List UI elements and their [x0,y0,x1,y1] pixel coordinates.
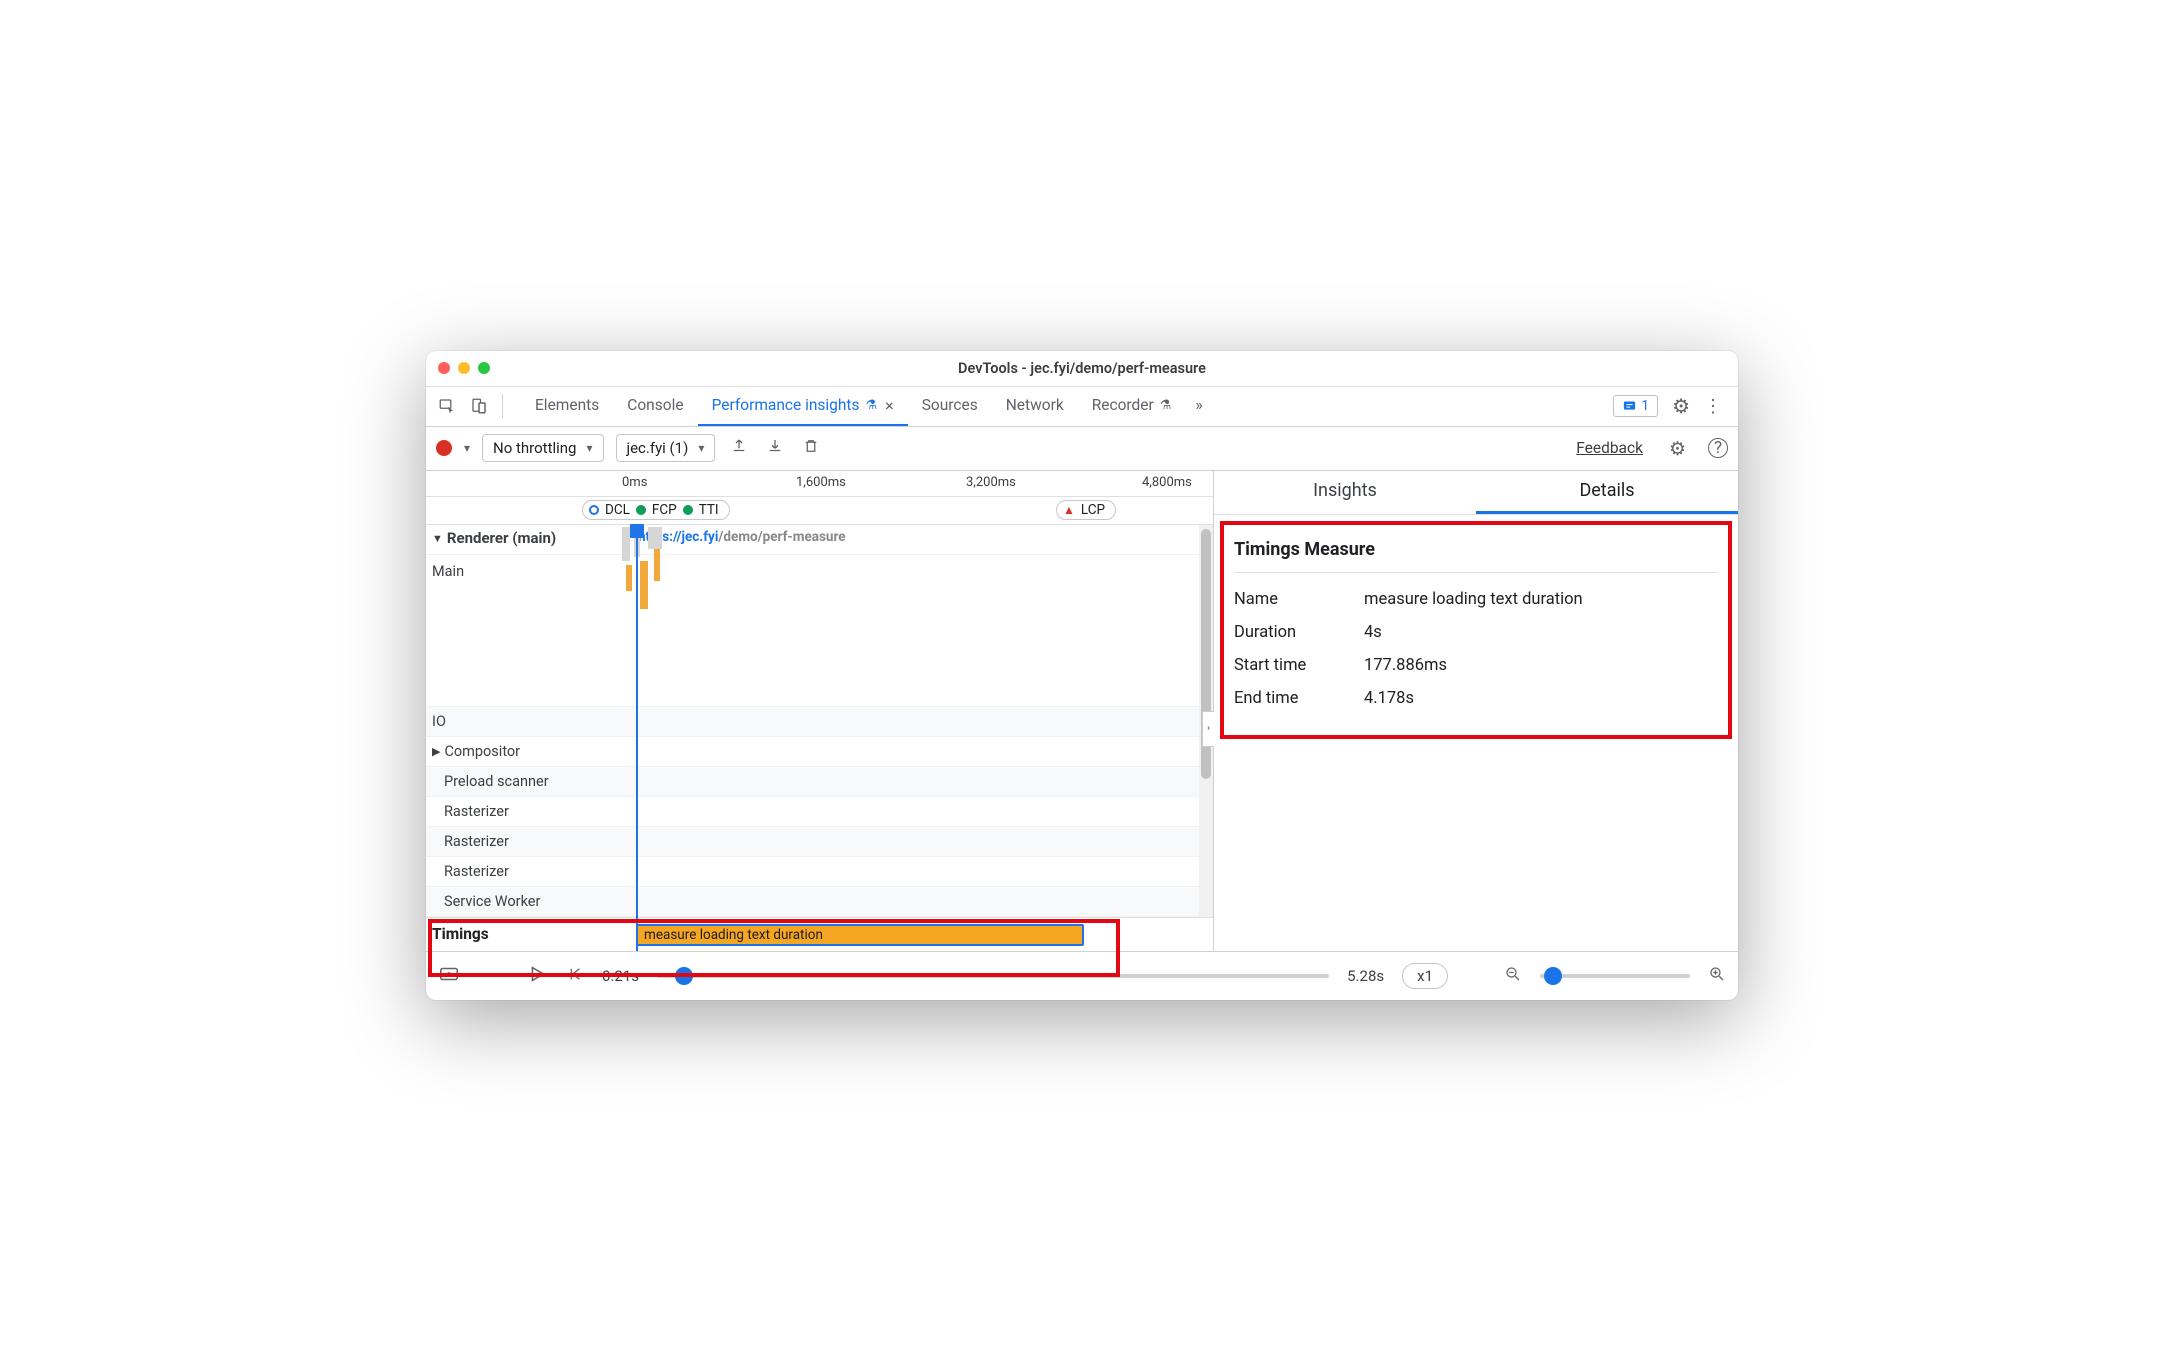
slider-knob[interactable] [675,967,693,985]
fcp-marker-icon [636,505,646,515]
web-vitals-markers: DCL FCP TTI ▲ LCP [426,497,1213,525]
track-rasterizer-2[interactable]: Rasterizer [426,827,1213,857]
detail-row-end-time: End time4.178s [1234,682,1718,715]
chevron-down-icon: ▾ [698,441,704,455]
side-panel-tabs: Insights Details [1214,471,1738,515]
playback-slider[interactable] [657,974,1329,978]
play-button[interactable] [526,963,548,989]
screenshot-toggle-icon[interactable] [438,963,460,989]
track-timings[interactable]: Timings measure loading text duration [426,917,1213,951]
sidetab-insights[interactable]: Insights [1214,471,1476,514]
marker-lcp[interactable]: ▲ LCP [1056,500,1116,520]
track-rasterizer-3[interactable]: Rasterizer [426,857,1213,887]
track-renderer-header[interactable]: ▼ Renderer (main) https://jec.fyi/demo/p… [426,523,1213,555]
detail-row-start-time: Start time177.886ms [1234,649,1718,682]
track-preload-scanner[interactable]: Preload scanner [426,767,1213,797]
zoom-in-icon[interactable] [1708,965,1726,987]
tab-network[interactable]: Network [992,387,1078,426]
track-io[interactable]: IO [426,707,1213,737]
ruler-tick: 1,600ms [796,475,846,490]
profile-select[interactable]: jec.fyi (1) ▾ [616,434,716,462]
window-title: DevTools - jec.fyi/demo/perf-measure [426,360,1738,377]
tabstrip-right-controls: 1 ⚙ ⋮ [1613,394,1732,418]
tab-recorder[interactable]: Recorder ⚗ [1078,387,1186,426]
record-button[interactable] [436,440,452,456]
help-icon[interactable]: ? [1708,438,1728,458]
settings-icon[interactable]: ⚙ [1672,394,1690,418]
tab-console[interactable]: Console [613,387,697,426]
close-tab-icon[interactable]: × [885,396,894,415]
experiment-icon: ⚗ [866,398,878,413]
renderer-url: https://jec.fyi/demo/perf-measure [638,529,846,545]
playback-end-time: 5.28s [1347,967,1384,985]
track-rasterizer-1[interactable]: Rasterizer [426,797,1213,827]
details-title: Timings Measure [1234,529,1718,573]
track-compositor[interactable]: ▶ Compositor [426,737,1213,767]
tab-elements[interactable]: Elements [521,387,613,426]
go-to-start-button[interactable] [566,965,584,987]
ruler-tick: 4,800ms [1142,475,1192,490]
close-window-button[interactable] [438,362,450,374]
panel-tabs: Elements Console Performance insights ⚗ … [521,387,1213,426]
timings-label: Timings [426,925,622,943]
playback-bar: 0.21s 5.28s x1 [426,952,1738,1000]
zoom-knob[interactable] [1544,967,1562,985]
time-ruler[interactable]: 0ms 1,600ms 3,200ms 4,800ms [426,471,1213,497]
more-icon[interactable]: ⋮ [1704,396,1722,417]
zoom-slider[interactable] [1540,974,1690,978]
lcp-warning-icon: ▲ [1063,503,1075,517]
tti-marker-icon [683,505,693,515]
details-content-highlighted: Timings Measure Namemeasure loading text… [1220,521,1732,739]
throttle-select[interactable]: No throttling ▾ [482,434,603,462]
marker-group-early[interactable]: DCL FCP TTI [582,500,730,520]
playback-speed[interactable]: x1 [1402,963,1448,989]
track-service-worker[interactable]: Service Worker [426,887,1213,917]
timings-measure-bar[interactable]: measure loading text duration [636,924,1084,946]
experiment-icon: ⚗ [1160,398,1172,413]
divider [502,394,503,418]
dcl-marker-icon [589,505,599,515]
more-tabs-button[interactable]: » [1185,387,1212,426]
tab-performance-insights[interactable]: Performance insights ⚗ × [698,387,908,426]
ruler-tick: 0ms [622,475,647,490]
chevron-down-icon: ▼ [432,532,443,545]
chevron-right-double-icon: » [1195,396,1202,414]
traffic-lights [438,362,490,374]
playhead[interactable] [636,525,638,951]
perf-toolbar: ▾ No throttling ▾ jec.fyi (1) ▾ Feedback… [426,427,1738,471]
tracks-container: ▼ Renderer (main) https://jec.fyi/demo/p… [426,525,1213,951]
devtools-tabstrip: Elements Console Performance insights ⚗ … [426,387,1738,427]
detail-row-duration: Duration4s [1234,616,1718,649]
track-main[interactable]: Main [426,557,1213,707]
timeline-panel: 0ms 1,600ms 3,200ms 4,800ms DCL FCP TTI … [426,471,1214,951]
inspect-element-icon[interactable] [432,391,462,421]
playback-start-time: 0.21s [602,967,639,985]
chevron-right-icon: ▶ [432,745,440,758]
detail-row-name: Namemeasure loading text duration [1234,583,1718,616]
sidetab-details[interactable]: Details [1476,471,1738,514]
devtools-window: DevTools - jec.fyi/demo/perf-measure Ele… [426,351,1738,1000]
minimize-window-button[interactable] [458,362,470,374]
tab-sources[interactable]: Sources [908,387,992,426]
maximize-window-button[interactable] [478,362,490,374]
device-toolbar-icon[interactable] [464,391,494,421]
settings-gear-icon[interactable]: ⚙ [1669,437,1686,460]
zoom-out-icon[interactable] [1504,965,1522,987]
record-options-chevron[interactable]: ▾ [464,441,470,455]
delete-icon[interactable] [799,437,823,459]
side-panel: Insights Details Timings Measure Namemea… [1214,471,1738,951]
chevron-down-icon: ▾ [586,441,592,455]
ruler-tick: 3,200ms [966,475,1016,490]
sidepanel-toggle-icon[interactable]: › [1202,711,1214,747]
feedback-link[interactable]: Feedback [1576,439,1643,457]
issues-badge[interactable]: 1 [1613,395,1658,417]
import-icon[interactable] [763,437,787,459]
main-content: 0ms 1,600ms 3,200ms 4,800ms DCL FCP TTI … [426,471,1738,952]
export-icon[interactable] [727,437,751,459]
window-titlebar: DevTools - jec.fyi/demo/perf-measure [426,351,1738,387]
